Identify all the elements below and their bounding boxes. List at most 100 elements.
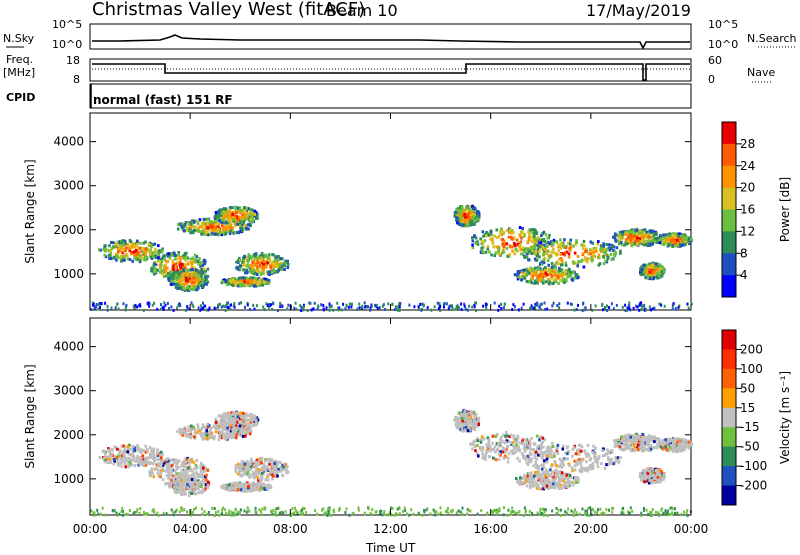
range-cell (283, 268, 286, 271)
range-cell (129, 448, 132, 451)
range-cell (181, 278, 184, 281)
range-cell (277, 309, 279, 312)
range-cell (156, 308, 158, 311)
range-cell (563, 281, 566, 284)
range-cell (492, 241, 495, 244)
range-cell (560, 253, 563, 256)
range-cell (191, 301, 193, 304)
range-cell (187, 433, 190, 436)
range-cell (232, 278, 235, 281)
range-cell (173, 480, 176, 483)
range-cell (656, 276, 659, 279)
range-cell (558, 249, 561, 252)
range-cell (153, 475, 156, 478)
range-cell (183, 464, 186, 467)
range-cell (638, 309, 640, 312)
range-cell (639, 302, 641, 305)
range-cell (177, 460, 180, 463)
range-cell (250, 283, 253, 286)
range-cell (203, 437, 206, 440)
range-cell (558, 306, 560, 309)
range-cell (538, 279, 541, 282)
range-cell (485, 234, 488, 237)
range-cell (649, 305, 651, 308)
range-cell (524, 277, 527, 280)
range-cell (633, 237, 636, 240)
range-cell (122, 459, 125, 462)
range-cell (176, 486, 179, 489)
range-cell (688, 307, 690, 310)
range-cell (173, 490, 176, 493)
range-cell (148, 305, 150, 308)
range-cell (204, 273, 207, 276)
range-cell (131, 454, 134, 457)
range-cell (103, 254, 106, 257)
range-cell (608, 243, 611, 246)
range-cell (498, 235, 501, 238)
range-cell (179, 304, 181, 307)
range-cell (192, 474, 195, 477)
range-cell (547, 264, 550, 267)
range-cell (475, 242, 478, 245)
range-cell (556, 304, 558, 307)
range-cell (534, 229, 537, 232)
range-cell (186, 474, 189, 477)
range-cell (672, 308, 674, 311)
range-cell (126, 255, 129, 258)
range-cell (563, 238, 566, 241)
range-cell (604, 259, 607, 262)
range-cell (521, 276, 524, 279)
range-cell (562, 245, 565, 248)
range-cell (166, 474, 169, 477)
range-cell (215, 421, 218, 424)
range-cell (285, 261, 288, 264)
range-cell (541, 274, 544, 277)
range-cell (630, 241, 633, 244)
range-cell (361, 305, 363, 308)
range-cell (672, 303, 674, 306)
range-cell (547, 250, 550, 253)
range-cell (206, 423, 209, 426)
range-cell (582, 252, 585, 255)
range-cell (176, 306, 178, 309)
range-cell (253, 285, 256, 288)
range-cell (215, 430, 218, 433)
range-cell (577, 260, 580, 263)
range-cell (123, 302, 125, 305)
range-cell (320, 303, 322, 306)
range-cell (638, 232, 641, 235)
freq-panel (90, 59, 772, 82)
range-cell (256, 273, 259, 276)
range-cell (519, 226, 522, 229)
range-cell (123, 449, 126, 452)
range-cell (602, 308, 604, 311)
range-cell (122, 239, 125, 242)
range-cell (197, 426, 200, 429)
range-cell (181, 263, 184, 266)
range-cell (183, 224, 186, 227)
range-cell (209, 436, 212, 439)
range-cell (545, 233, 548, 236)
range-cell (160, 462, 163, 465)
range-cell (269, 260, 272, 263)
range-cell (523, 235, 526, 238)
range-cell (611, 302, 613, 305)
range-cell (569, 239, 572, 242)
range-cell (636, 229, 639, 232)
range-cell (240, 301, 242, 304)
range-cell (408, 304, 410, 307)
range-cell (576, 276, 579, 279)
range-cell (600, 244, 603, 247)
range-cell (655, 233, 658, 236)
range-cell (93, 303, 95, 306)
range-cell (246, 281, 249, 284)
range-cell (136, 305, 138, 308)
range-cell (168, 307, 170, 310)
range-cell (493, 235, 496, 238)
range-cell (177, 223, 180, 226)
range-cell (463, 210, 466, 213)
range-cell (268, 271, 271, 274)
range-cell (542, 270, 545, 273)
